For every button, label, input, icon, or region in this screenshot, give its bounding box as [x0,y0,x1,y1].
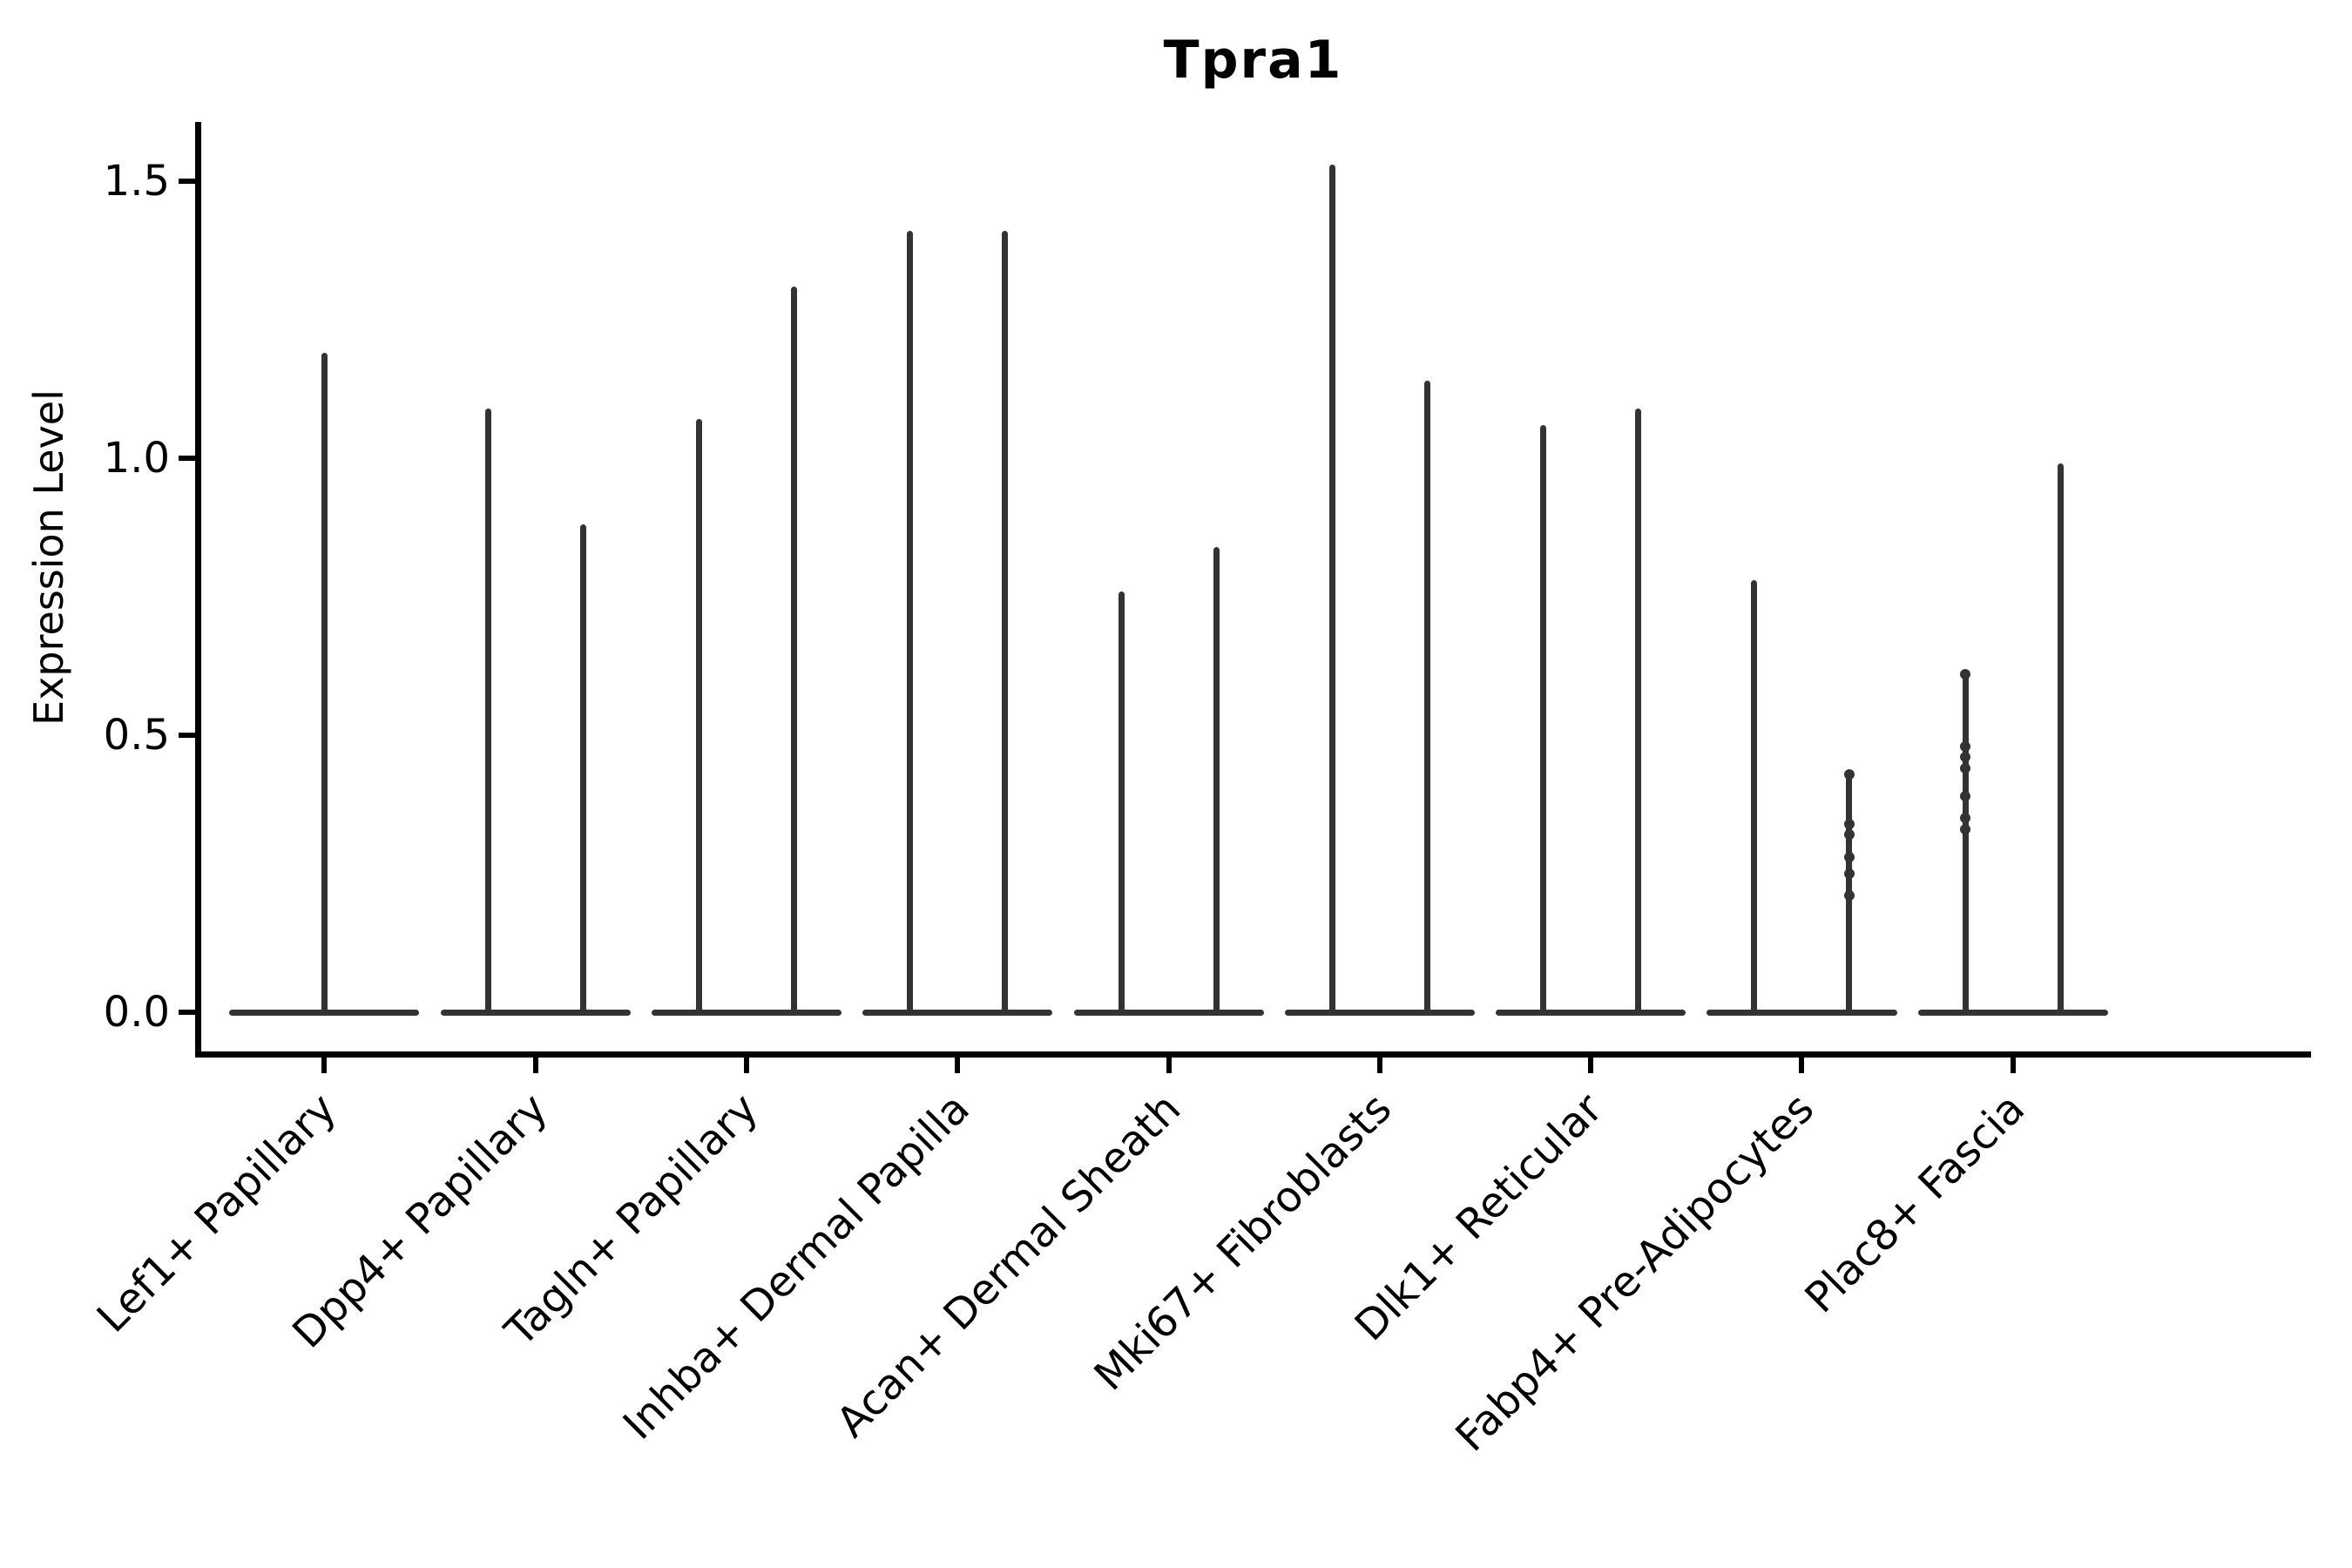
y-tick-label: 1.0 [103,434,170,483]
violin-spike [1423,380,1430,1015]
violin-baseline [1707,1009,1897,1016]
violin-data-point [1843,890,1855,902]
x-tick-label-text: Inhba+ Dermal Papilla [613,1084,979,1450]
y-tick-label: 0.0 [103,988,170,1037]
violin-data-point [1960,824,1971,835]
y-tick-mark [179,179,198,184]
violin-spike [695,419,702,1015]
violin-data-point [1960,752,1971,763]
violin-spike [1118,591,1125,1015]
x-tick-label-text: Acan+ Dermal Sheath [827,1084,1190,1448]
violin-spike [790,286,797,1015]
violin-spike [907,231,914,1015]
chart-title: Tpra1 [1163,30,1343,91]
x-tick-mark [955,1054,961,1073]
x-tick-label-text: Plac8+ Fascia [1795,1084,2034,1323]
x-axis-spine [195,1051,2311,1058]
violin-baseline [1496,1009,1686,1016]
violin-spike [1002,231,1009,1015]
x-tick-mark [1588,1054,1594,1073]
violin-data-point [1960,740,1971,752]
x-tick-mark [2010,1054,2016,1073]
violin-spike [1635,408,1642,1015]
violin-baseline [440,1009,631,1016]
y-tick-mark [179,733,198,738]
violin-data-point [1843,851,1855,862]
violin-spike [1213,546,1220,1015]
violin-baseline [651,1009,841,1016]
x-tick-mark [1376,1054,1382,1073]
violin-data-point [1843,868,1855,879]
violin-spike [484,408,491,1015]
violin-spike [2057,463,2064,1015]
violin-baseline [1073,1009,1264,1016]
x-tick-mark [1166,1054,1172,1073]
violin-spike [579,524,586,1015]
violin-baseline [1284,1009,1475,1016]
x-tick-mark [1799,1054,1805,1073]
x-tick-label-text: Fabp4+ Pre-Adipocytes [1445,1084,1823,1462]
violin-data-point [1960,763,1971,774]
x-tick-mark [532,1054,538,1073]
violin-spike [1540,424,1547,1015]
violin-data-point [1960,790,1971,801]
violin-baseline [862,1009,1053,1016]
violin-data-point [1843,818,1855,829]
y-tick-mark [179,456,198,461]
y-tick-mark [179,1010,198,1015]
violin-data-point [1843,768,1855,780]
violin-spike [1962,674,1969,1015]
violin-baseline [1917,1009,2108,1016]
violin-data-point [1843,829,1855,841]
x-tick-mark [321,1054,328,1073]
violin-data-point [1960,669,1971,680]
violin-spike [1751,579,1758,1015]
y-tick-label: 1.5 [103,157,170,206]
violin-spike [1328,164,1335,1015]
violin-spike [321,353,328,1015]
x-tick-mark [743,1054,749,1073]
y-tick-label: 0.5 [103,711,170,760]
y-axis-spine [195,122,201,1058]
violin-data-point [1960,813,1971,824]
